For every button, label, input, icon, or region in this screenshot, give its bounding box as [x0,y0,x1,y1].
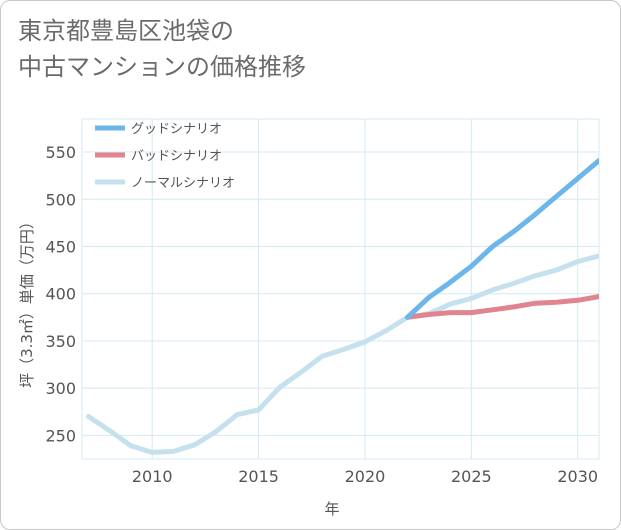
series-line [405,158,599,320]
y-tick-label: 550 [45,143,76,162]
chart-title-line-2: 中古マンションの価格推移 [18,53,306,81]
chart-title: 東京都豊島区池袋の 中古マンションの価格推移 [18,13,306,85]
y-tick-label: 400 [45,285,76,304]
y-tick-label: 250 [45,426,76,445]
x-tick-label: 2025 [451,467,492,486]
plot-border [81,118,600,460]
grid [81,118,600,460]
series-lines [85,158,599,455]
series-line [405,294,599,320]
y-axis-label: 坪（3.3㎡）単価（万円） [18,214,36,388]
legend-label: ノーマルシナリオ [131,176,235,191]
y-tick-label: 500 [45,190,76,209]
x-tick-label: 2015 [238,467,279,486]
y-tick-label: 450 [45,238,76,257]
x-tick-label: 2030 [557,467,598,486]
series-line [85,253,599,455]
x-tick-label: 2020 [345,467,386,486]
legend-label: バッドシナリオ [131,149,222,164]
legend-label: グッドシナリオ [131,122,222,137]
chart-title-line-1: 東京都豊島区池袋の [18,17,234,45]
y-tick-label: 300 [45,379,76,398]
y-axis-ticks: 250 300 350 400 450 500 550 [45,143,76,445]
x-axis-ticks: 2010 2015 2020 2025 2030 [132,467,598,486]
x-tick-label: 2010 [132,467,173,486]
x-axis-label: 年 [324,500,339,518]
y-tick-label: 350 [45,332,76,351]
